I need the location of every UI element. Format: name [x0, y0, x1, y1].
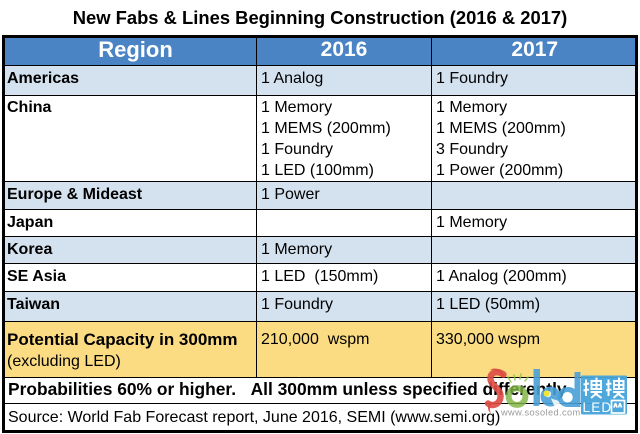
- svg-text:www.sosoled.com: www.sosoled.com: [500, 408, 581, 418]
- svg-text:LED: LED: [583, 400, 613, 415]
